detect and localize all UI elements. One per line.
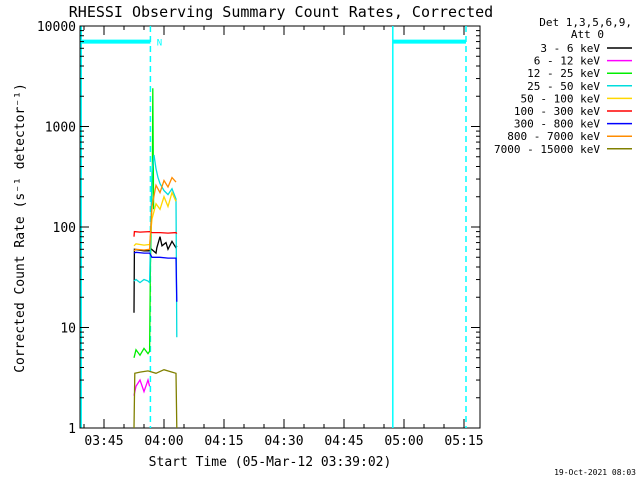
y-tick-label: 10 [60, 322, 76, 337]
chart-title: RHESSI Observing Summary Count Rates, Co… [69, 3, 493, 21]
series-line-2 [133, 88, 155, 358]
series-line-8 [133, 369, 178, 429]
legend-label-4: 50 - 100 keV [521, 92, 601, 105]
y-axis-label: Corrected Count Rate (s⁻¹ detector⁻¹) [13, 83, 28, 373]
legend-label-0: 3 - 6 keV [540, 42, 600, 55]
series-line-6 [133, 251, 178, 302]
y-tick-label: 100 [53, 221, 76, 236]
legend-label-1: 6 - 12 keV [534, 55, 601, 68]
x-axis: 03:45 04:00 04:15 04:30 04:45 05:00 05:15 [83, 26, 484, 449]
legend-label-3: 25 - 50 keV [527, 80, 600, 93]
series-line-4 [133, 190, 177, 247]
legend-label-6: 300 - 800 keV [514, 118, 600, 131]
footer-timestamp: 19-Oct-2021 08:03 [554, 468, 636, 477]
legend-label-5: 100 - 300 keV [514, 105, 600, 118]
x-tick-label: 03:45 [84, 434, 123, 449]
x-tick-label: 04:00 [144, 434, 183, 449]
legend-header-line-2: Att 0 [571, 28, 604, 41]
legend-label-8: 7000 - 15000 keV [494, 143, 600, 156]
series-line-3 [133, 154, 178, 338]
y-tick-label: 10000 [37, 20, 76, 35]
series-line-0 [133, 236, 178, 313]
x-tick-label: 04:15 [204, 434, 243, 449]
plot-frame [79, 25, 481, 429]
flag-label: N [157, 39, 162, 49]
y-tick-label: 1 [68, 422, 76, 437]
series-line-5 [133, 230, 178, 237]
x-axis-label: Start Time (05-Mar-12 03:39:02) [149, 455, 392, 470]
series-line-7 [133, 176, 177, 252]
y-tick-label: 1000 [45, 121, 76, 136]
legend-label-7: 800 - 7000 keV [507, 130, 600, 143]
x-tick-label: 05:15 [444, 434, 483, 449]
y-axis: 1 10 100 1000 10000 [37, 20, 480, 437]
legend-header-line-1: Det 1,3,5,6,9, [539, 16, 632, 29]
x-tick-label: 05:00 [384, 434, 423, 449]
plot-area: N [79, 25, 481, 429]
series-line-1 [133, 377, 151, 396]
legend-label-2: 12 - 25 keV [527, 67, 600, 80]
x-tick-label: 04:45 [324, 434, 363, 449]
x-tick-label: 04:30 [264, 434, 303, 449]
